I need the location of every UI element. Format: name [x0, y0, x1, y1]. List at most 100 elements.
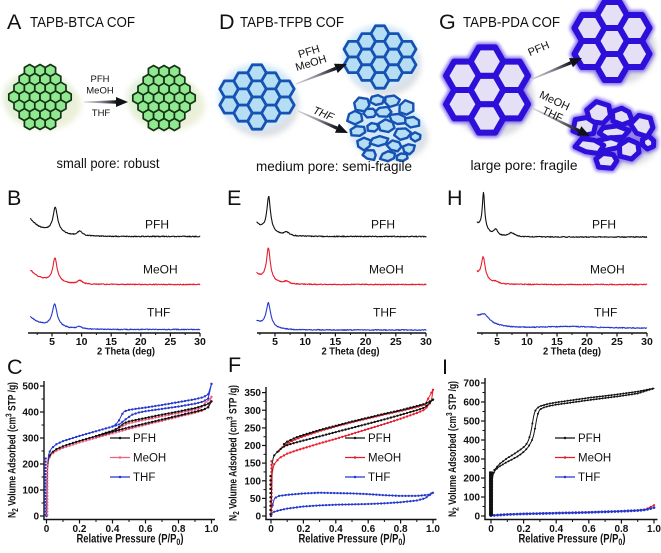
svg-text:0: 0 [488, 524, 494, 535]
svg-text:700: 700 [463, 379, 480, 390]
svg-text:0.4: 0.4 [329, 524, 343, 535]
svg-text:1.0: 1.0 [426, 524, 440, 535]
svg-text:0.6: 0.6 [139, 524, 153, 535]
svg-text:large pore: fragile: large pore: fragile [471, 157, 578, 173]
svg-text:MeOH: MeOH [143, 263, 178, 277]
svg-text:C: C [7, 355, 23, 379]
svg-text:250: 250 [244, 423, 261, 434]
svg-text:TAPB-BTCA COF: TAPB-BTCA COF [30, 15, 135, 31]
svg-text:0: 0 [474, 512, 480, 523]
svg-text:0.8: 0.8 [172, 524, 186, 535]
svg-text:10: 10 [521, 336, 533, 348]
svg-text:B: B [7, 186, 21, 210]
svg-text:A: A [7, 10, 22, 34]
svg-text:10: 10 [76, 336, 88, 348]
svg-text:PFH: PFH [592, 218, 616, 232]
svg-text:H: H [447, 186, 463, 210]
svg-text:20: 20 [135, 336, 147, 348]
svg-text:THF: THF [92, 108, 111, 119]
svg-text:N2 Volume Adsorbed (cm3 STP /g: N2 Volume Adsorbed (cm3 STP /g) [225, 385, 242, 521]
svg-text:5: 5 [272, 336, 278, 348]
svg-text:15: 15 [105, 336, 117, 348]
svg-text:25: 25 [390, 336, 402, 348]
svg-text:2 Theta (deg): 2 Theta (deg) [322, 346, 380, 358]
svg-text:Relative Pressure (P/P0): Relative Pressure (P/P0) [519, 532, 626, 548]
svg-text:THF: THF [373, 306, 396, 320]
svg-text:15: 15 [551, 336, 563, 348]
svg-text:THF: THF [594, 306, 617, 320]
svg-text:500: 500 [22, 382, 39, 393]
svg-text:MeOH: MeOH [590, 263, 625, 277]
svg-text:MeOH: MeOH [133, 453, 166, 465]
svg-text:PFH: PFH [91, 74, 110, 85]
svg-text:0.2: 0.2 [296, 524, 310, 535]
svg-text:100: 100 [244, 476, 261, 487]
svg-text:PFH: PFH [371, 218, 395, 232]
svg-text:N2 Volume Adsorbed (cm3 STP /g: N2 Volume Adsorbed (cm3 STP /g) [4, 382, 21, 518]
svg-text:0.4: 0.4 [549, 524, 563, 535]
svg-text:400: 400 [22, 408, 39, 419]
svg-text:G: G [439, 10, 456, 34]
svg-text:300: 300 [463, 455, 480, 466]
svg-text:MeOH: MeOH [86, 86, 114, 97]
svg-text:2 Theta (deg): 2 Theta (deg) [97, 346, 155, 358]
svg-text:0.6: 0.6 [582, 524, 596, 535]
svg-text:PFH: PFH [145, 218, 169, 232]
svg-text:400: 400 [463, 436, 480, 447]
svg-text:30: 30 [194, 336, 206, 348]
svg-text:small pore: robust: small pore: robust [57, 155, 160, 171]
svg-text:D: D [219, 10, 235, 34]
svg-text:200: 200 [463, 474, 480, 485]
svg-text:medium pore: semi-fragile: medium pore: semi-fragile [256, 158, 412, 174]
svg-text:0: 0 [255, 512, 261, 523]
svg-text:0.2: 0.2 [73, 524, 87, 535]
svg-text:0: 0 [44, 524, 50, 535]
svg-text:350: 350 [244, 388, 261, 399]
svg-text:30: 30 [420, 336, 432, 348]
svg-text:PFH: PFH [368, 433, 391, 445]
svg-text:MeOH: MeOH [369, 263, 404, 277]
svg-text:0.8: 0.8 [614, 524, 628, 535]
svg-text:TAPB-PDA COF: TAPB-PDA COF [463, 15, 560, 31]
svg-text:THF: THF [133, 472, 155, 484]
svg-text:10: 10 [299, 336, 311, 348]
svg-text:15: 15 [330, 336, 342, 348]
svg-text:25: 25 [611, 336, 623, 348]
svg-text:20: 20 [581, 336, 593, 348]
svg-text:MeOH: MeOH [368, 453, 401, 465]
svg-text:E: E [227, 186, 241, 210]
svg-text:0: 0 [33, 512, 39, 523]
svg-text:N2 Volume Adsorbed (cm3 STP /g: N2 Volume Adsorbed (cm3 STP /g) [444, 381, 461, 517]
svg-text:2 Theta (deg): 2 Theta (deg) [543, 346, 601, 358]
svg-text:TAPB-TFPB COF: TAPB-TFPB COF [240, 15, 344, 31]
svg-text:0.8: 0.8 [394, 524, 408, 535]
svg-text:1.0: 1.0 [205, 524, 219, 535]
svg-text:300: 300 [244, 406, 261, 417]
svg-text:THF: THF [368, 472, 390, 484]
svg-text:20: 20 [360, 336, 372, 348]
svg-text:0: 0 [268, 524, 274, 535]
svg-text:THF: THF [578, 472, 600, 484]
svg-text:THF: THF [147, 306, 170, 320]
svg-text:100: 100 [463, 493, 480, 504]
svg-text:200: 200 [22, 460, 39, 471]
svg-text:30: 30 [641, 336, 653, 348]
svg-text:0.6: 0.6 [361, 524, 375, 535]
svg-text:100: 100 [22, 486, 39, 497]
svg-text:Relative Pressure (P/P0): Relative Pressure (P/P0) [77, 532, 184, 548]
svg-text:500: 500 [463, 417, 480, 428]
svg-text:5: 5 [49, 336, 55, 348]
svg-text:PFH: PFH [133, 433, 156, 445]
svg-text:I: I [442, 355, 448, 379]
svg-text:600: 600 [463, 398, 480, 409]
svg-text:5: 5 [494, 336, 500, 348]
svg-text:0.2: 0.2 [517, 524, 531, 535]
svg-text:25: 25 [165, 336, 177, 348]
svg-text:MeOH: MeOH [578, 453, 611, 465]
svg-text:200: 200 [244, 441, 261, 452]
svg-text:300: 300 [22, 434, 39, 445]
svg-text:PFH: PFH [578, 433, 601, 445]
svg-text:0.4: 0.4 [106, 524, 120, 535]
svg-text:150: 150 [244, 459, 261, 470]
svg-text:Relative Pressure (P/P0): Relative Pressure (P/P0) [299, 532, 406, 548]
